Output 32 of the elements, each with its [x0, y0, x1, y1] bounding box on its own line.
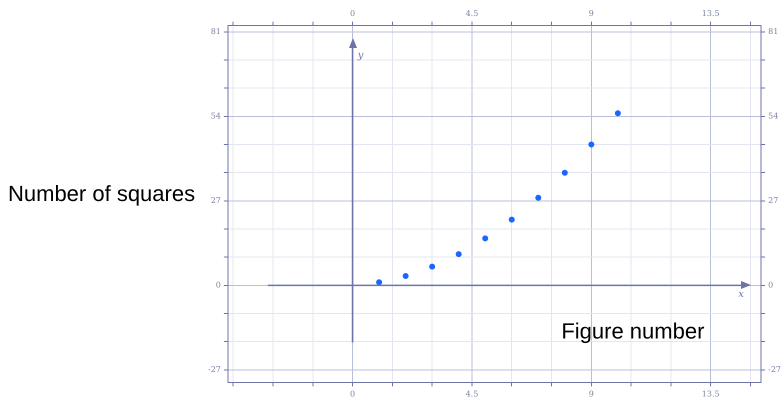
point: [588, 142, 594, 148]
point: [482, 235, 488, 242]
y-tick-label: 27: [210, 196, 221, 205]
point: [376, 279, 382, 286]
point: [562, 170, 568, 176]
y2-tick-label: 54: [768, 111, 778, 120]
x2-tick-label: 9: [588, 8, 594, 18]
x2-tick-label: 13.5: [702, 8, 720, 18]
x-tick-label: 4.5: [466, 389, 478, 398]
x-tick-label: 0: [350, 389, 356, 398]
point: [456, 251, 462, 258]
x2-tick-label: 4.5: [466, 8, 478, 18]
point: [614, 110, 621, 116]
x-tick-label: 13.5: [702, 389, 720, 398]
annotation: x: [738, 288, 744, 300]
point: [535, 194, 542, 201]
y2-tick-label: -27: [768, 364, 782, 374]
x-tick-label: 9: [588, 389, 594, 398]
y-axis-title: Number of squares: [8, 181, 196, 206]
annotation: y: [356, 50, 364, 62]
y-tick-label: 54: [210, 111, 221, 120]
y-tick-label: 0: [216, 280, 221, 290]
y-tick-label: 81: [210, 26, 221, 36]
x2-tick-label: 0: [350, 8, 356, 18]
y2-tick-label: 81: [768, 26, 778, 36]
point: [402, 272, 409, 279]
point: [508, 216, 515, 223]
y2-tick-label: 27: [768, 196, 778, 205]
y2-tick-label: 0: [768, 280, 774, 290]
y-tick-label: -27: [208, 364, 221, 374]
point: [429, 264, 436, 270]
x-axis-title: Figure number: [561, 318, 704, 344]
